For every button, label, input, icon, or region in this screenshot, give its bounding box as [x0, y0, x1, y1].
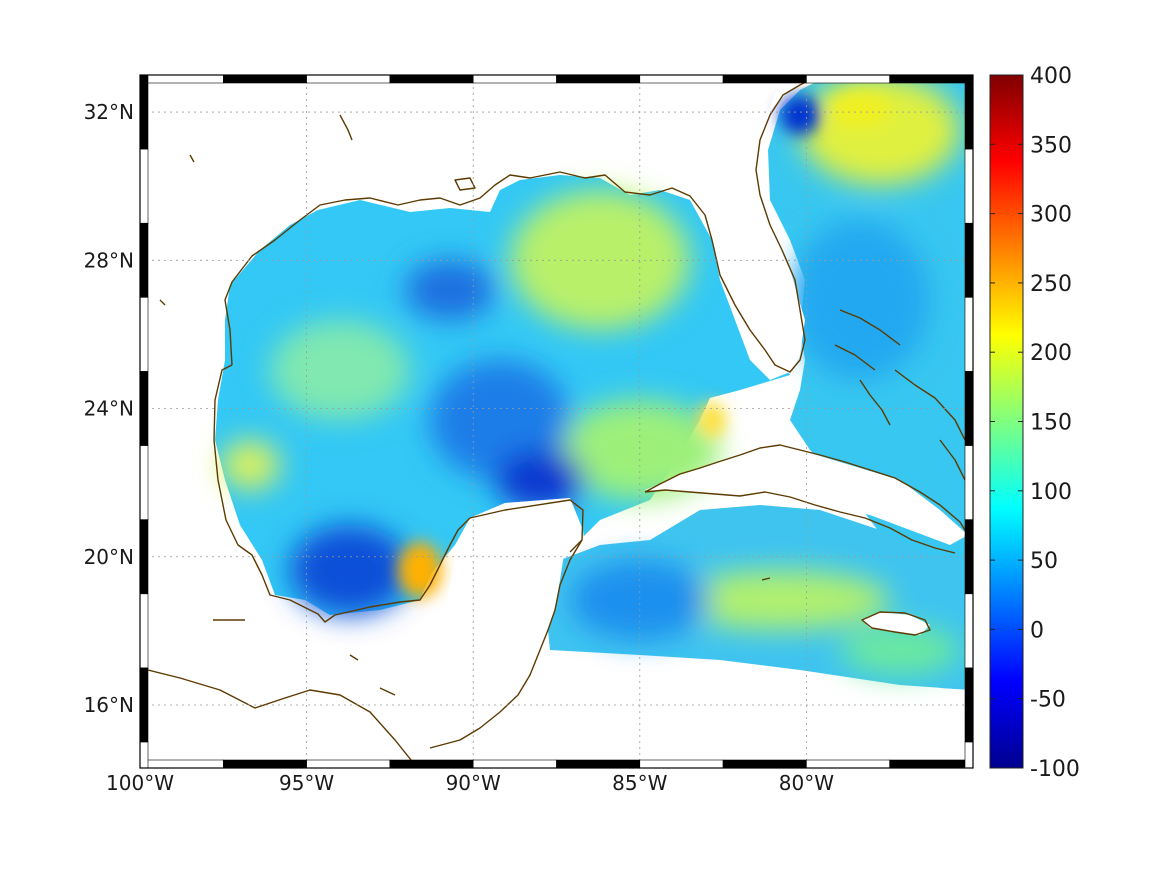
frame-top-segment [556, 74, 641, 84]
frame-top-segment [472, 74, 557, 84]
colorbar-tick-label-7: 50 [1030, 549, 1058, 574]
frame-left-segment [139, 445, 149, 521]
frame-right-segment [964, 741, 974, 769]
colorbar: 400 350 300 250 200 150 100 50 0 -50 -100 [989, 64, 1080, 782]
frame-outline [139, 74, 974, 769]
coastline-gulf-north [213, 75, 819, 623]
coastline-cuba [644, 444, 969, 554]
frame-bottom-segment [472, 759, 557, 769]
lat-tick-label-3: 20°N [84, 545, 134, 569]
coastlines [140, 75, 969, 766]
field-blob-campeche-low [290, 525, 410, 615]
frame-left-segment [139, 371, 149, 446]
field-blob-caribbean-band [670, 570, 890, 630]
frame-top-segment [223, 74, 307, 84]
field-blob-tampico [220, 440, 280, 490]
lat-tick-label-1: 28°N [84, 248, 134, 272]
frame-right-segment [964, 222, 974, 298]
frame-top-segment [722, 74, 807, 84]
lon-tick-label-0: 100°W [106, 771, 174, 795]
frame-right-segment [964, 297, 974, 372]
colorbar-ticks: 400 350 300 250 200 150 100 50 0 -50 -100 [990, 64, 1080, 782]
field-blob-atlantic-mid [790, 220, 930, 380]
frame-left-segment [139, 222, 149, 298]
colorbar-tick-label-4: 200 [1030, 341, 1072, 366]
field-blob-campeche-coast-high [398, 542, 442, 598]
coastline-small-islands [159, 114, 771, 696]
frame-top-segment [139, 74, 224, 84]
latitude-tick-labels: 32°N 28°N 24°N 20°N 16°N [84, 100, 134, 717]
lon-tick-label-2: 90°W [446, 771, 501, 795]
frame-right-segment [964, 519, 974, 595]
frame-bottom-segment [223, 759, 307, 769]
coastline-jamaica [861, 611, 931, 636]
frame-right-segment [964, 593, 974, 669]
frame-bottom-segment [889, 759, 974, 769]
frame-bottom-segment [139, 759, 224, 769]
lon-tick-label-4: 80°W [779, 771, 834, 795]
field-blob-atlantic-north [800, 75, 960, 185]
frame-top-segment [806, 74, 891, 84]
frame-bottom-segment [306, 759, 391, 769]
field-blob-east-gulf [510, 190, 690, 330]
florida-land [690, 80, 820, 380]
colorbar-tick-label-2: 300 [1030, 203, 1072, 228]
frame-bottom-segment [639, 759, 724, 769]
frame-left-segment [139, 667, 149, 743]
frame-bottom-segment [556, 759, 641, 769]
frame-left-segment [139, 593, 149, 669]
field-blob-keys-high [698, 402, 726, 438]
colorbar-tick-label-6: 100 [1030, 480, 1072, 505]
yucatan-land [140, 498, 585, 768]
colorbar-tick-label-0: 400 [1030, 64, 1072, 89]
lat-tick-label-0: 32°N [84, 100, 134, 124]
lon-tick-label-3: 85°W [612, 771, 667, 795]
colorbar-tick-label-5: 150 [1030, 411, 1072, 436]
frame-right-segment [964, 371, 974, 446]
atlantic-water [768, 80, 972, 690]
field-blob-caribbean-west [570, 560, 710, 640]
lon-tick-label-1: 95°W [279, 771, 334, 795]
frame-top-segment [306, 74, 391, 84]
frame-left-segment [139, 519, 149, 595]
lat-tick-label-4: 16°N [84, 693, 134, 717]
coastline-mexico-east [140, 539, 583, 766]
frame-bottom-segment [722, 759, 807, 769]
field-blob-yucatan-low [495, 450, 585, 510]
colorbar-tick-label-10: -100 [1030, 757, 1080, 782]
grid-lines [140, 75, 973, 768]
frame-top-segment [889, 74, 974, 84]
frame-left-segment [139, 74, 149, 150]
map-frame [139, 74, 974, 769]
field-blob-savannah-low [780, 95, 820, 135]
frame-left-segment [139, 148, 149, 224]
colorbar-tick-label-1: 350 [1030, 133, 1072, 158]
field-blob-west-gulf [270, 320, 410, 420]
field-blob-central-low [430, 360, 570, 480]
frame-top-segment [639, 74, 724, 84]
field-blob-caribbean-east [840, 625, 960, 675]
frame-bottom-segment [389, 759, 474, 769]
data-field [140, 75, 972, 768]
colorbar-gradient [990, 75, 1023, 768]
frame-right-segment [964, 148, 974, 224]
longitude-tick-labels: 100°W 95°W 90°W 85°W 80°W [106, 771, 834, 795]
frame-right-segment [964, 74, 974, 150]
frame-left-segment [139, 297, 149, 372]
field-blob-north-low [405, 260, 495, 320]
colorbar-tick-label-8: 0 [1030, 618, 1044, 643]
frame-right-segment [964, 667, 974, 743]
field-blob-atl-yellow [830, 92, 890, 128]
colorbar-tick-label-3: 250 [1030, 272, 1072, 297]
lat-tick-label-2: 24°N [84, 397, 134, 421]
frame-left-segment [139, 741, 149, 769]
frame-top-segment [389, 74, 474, 84]
frame-bottom-segment [806, 759, 891, 769]
coastline-bahamas [834, 309, 966, 481]
frame-right-segment [964, 445, 974, 521]
colorbar-tick-label-9: -50 [1030, 688, 1066, 713]
